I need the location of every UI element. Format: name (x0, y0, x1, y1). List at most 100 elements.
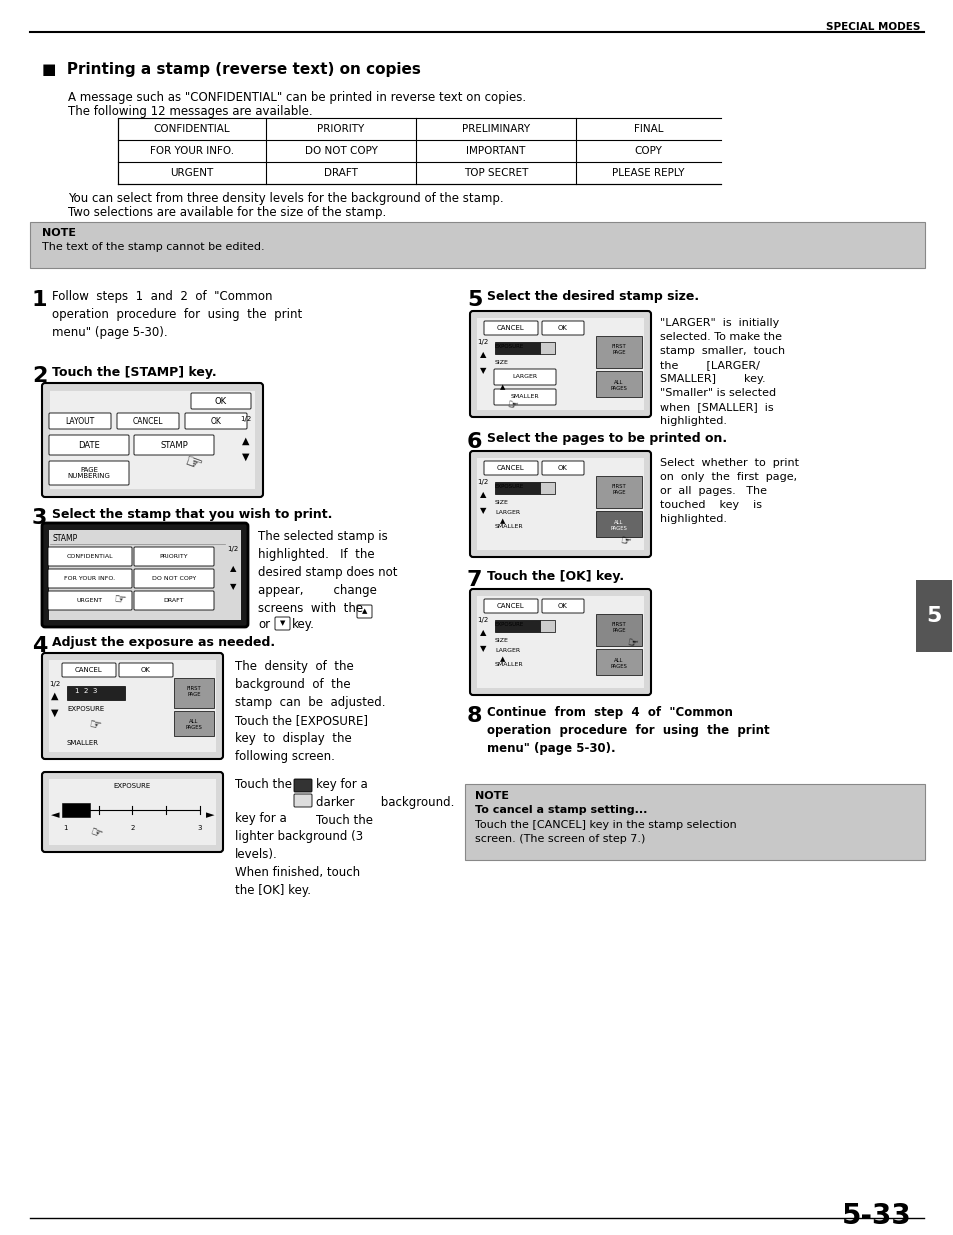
FancyBboxPatch shape (49, 435, 129, 454)
Text: ▲: ▲ (230, 564, 236, 573)
FancyBboxPatch shape (119, 663, 172, 677)
Text: EXPOSURE: EXPOSURE (495, 622, 524, 627)
Bar (495, 482, 539, 494)
FancyBboxPatch shape (133, 569, 213, 588)
Text: 1/2: 1/2 (227, 546, 238, 552)
Text: FOR YOUR INFO.: FOR YOUR INFO. (65, 576, 115, 580)
Text: 2: 2 (131, 825, 134, 831)
Text: TOP SECRET: TOP SECRET (463, 168, 528, 178)
Text: 6: 6 (467, 432, 482, 452)
Text: SMALLER: SMALLER (495, 524, 523, 529)
FancyBboxPatch shape (42, 653, 223, 760)
Text: NOTE: NOTE (475, 790, 509, 802)
Text: ▲: ▲ (361, 609, 367, 615)
Bar (49, 779, 215, 845)
Text: ALL
PAGES: ALL PAGES (610, 658, 627, 669)
Text: Touch the [OK] key.: Touch the [OK] key. (486, 571, 623, 583)
Bar (596, 614, 641, 646)
Text: ☞: ☞ (181, 452, 204, 475)
Text: Continue  from  step  4  of  "Common
operation  procedure  for  using  the  prin: Continue from step 4 of "Common operatio… (486, 706, 769, 755)
Text: ▲: ▲ (479, 629, 486, 637)
FancyBboxPatch shape (483, 599, 537, 613)
Text: key.: key. (292, 618, 314, 631)
Bar (49, 659, 215, 752)
FancyBboxPatch shape (49, 412, 111, 429)
FancyBboxPatch shape (117, 412, 179, 429)
Text: A message such as "CONFIDENTIAL" can be printed in reverse text on copies.: A message such as "CONFIDENTIAL" can be … (68, 91, 525, 104)
Text: ▼: ▼ (279, 620, 285, 626)
Text: SIZE: SIZE (495, 359, 508, 366)
Text: 3: 3 (197, 825, 202, 831)
Text: Touch the [CANCEL] key in the stamp selection: Touch the [CANCEL] key in the stamp sele… (475, 820, 736, 830)
Text: ▲: ▲ (479, 490, 486, 499)
Bar (173, 711, 213, 736)
Text: ALL
PAGES: ALL PAGES (186, 719, 202, 730)
Text: OK: OK (558, 325, 567, 331)
Text: 5: 5 (467, 290, 482, 310)
Text: 1: 1 (63, 825, 67, 831)
Bar (67, 685, 125, 700)
Text: 1/2: 1/2 (476, 338, 488, 345)
Text: SIZE: SIZE (495, 638, 508, 643)
Text: Select the stamp that you wish to print.: Select the stamp that you wish to print. (52, 508, 332, 521)
Bar (495, 620, 539, 632)
Text: Select the pages to be printed on.: Select the pages to be printed on. (486, 432, 726, 445)
Text: DATE: DATE (78, 441, 100, 450)
Text: DRAFT: DRAFT (164, 598, 184, 603)
Text: 1  2  3: 1 2 3 (75, 688, 97, 694)
Text: 5: 5 (925, 606, 941, 626)
Text: 3: 3 (32, 508, 48, 529)
Text: URGENT: URGENT (77, 598, 103, 603)
FancyBboxPatch shape (483, 461, 537, 475)
FancyBboxPatch shape (48, 547, 132, 566)
Text: CANCEL: CANCEL (132, 416, 163, 426)
Text: ☞: ☞ (626, 636, 639, 651)
Text: screen. (The screen of step 7.): screen. (The screen of step 7.) (475, 834, 644, 844)
Text: DRAFT: DRAFT (324, 168, 357, 178)
Text: CANCEL: CANCEL (75, 667, 103, 673)
Text: OK: OK (214, 396, 227, 405)
Text: CONFIDENTIAL: CONFIDENTIAL (153, 124, 230, 135)
Text: LARGER: LARGER (512, 374, 537, 379)
Text: ☞: ☞ (88, 716, 102, 732)
Bar (596, 475, 641, 508)
Text: SMALLER: SMALLER (495, 662, 523, 667)
Text: LAYOUT: LAYOUT (66, 416, 94, 426)
Bar (49, 530, 241, 620)
Text: The following 12 messages are available.: The following 12 messages are available. (68, 105, 313, 119)
Text: ■  Printing a stamp (reverse text) on copies: ■ Printing a stamp (reverse text) on cop… (42, 62, 420, 77)
Text: FIRST
PAGE: FIRST PAGE (611, 345, 626, 356)
Bar (596, 370, 641, 396)
Text: ▲: ▲ (479, 350, 486, 359)
Text: URGENT: URGENT (171, 168, 213, 178)
Text: EXPOSURE: EXPOSURE (495, 345, 524, 350)
FancyBboxPatch shape (541, 461, 583, 475)
Text: ▲: ▲ (499, 656, 505, 662)
Text: 7: 7 (467, 571, 482, 590)
Text: Touch the [STAMP] key.: Touch the [STAMP] key. (52, 366, 216, 379)
FancyBboxPatch shape (470, 589, 650, 695)
Text: SMALLER: SMALLER (67, 740, 99, 746)
Text: Two selections are available for the size of the stamp.: Two selections are available for the siz… (68, 206, 386, 219)
Text: LARGER: LARGER (495, 510, 519, 515)
Text: 5-33: 5-33 (841, 1202, 911, 1230)
Text: ☞: ☞ (506, 399, 519, 414)
Text: CONFIDENTIAL: CONFIDENTIAL (67, 555, 113, 559)
Text: ▲: ▲ (51, 692, 59, 701)
Text: Adjust the exposure as needed.: Adjust the exposure as needed. (52, 636, 274, 650)
FancyBboxPatch shape (42, 383, 263, 496)
FancyBboxPatch shape (470, 451, 650, 557)
Text: To cancel a stamp setting...: To cancel a stamp setting... (475, 805, 647, 815)
Text: DO NOT COPY: DO NOT COPY (304, 146, 377, 156)
Bar (173, 678, 213, 708)
Text: ▼: ▼ (479, 366, 486, 375)
Text: IMPORTANT: IMPORTANT (466, 146, 525, 156)
Text: 8: 8 (467, 706, 482, 726)
Text: FOR YOUR INFO.: FOR YOUR INFO. (150, 146, 233, 156)
Text: LARGER: LARGER (495, 648, 519, 653)
FancyBboxPatch shape (294, 779, 312, 792)
Text: NOTE: NOTE (42, 228, 76, 238)
FancyBboxPatch shape (133, 547, 213, 566)
Text: 2: 2 (32, 366, 48, 387)
Bar (30, 222, 924, 268)
